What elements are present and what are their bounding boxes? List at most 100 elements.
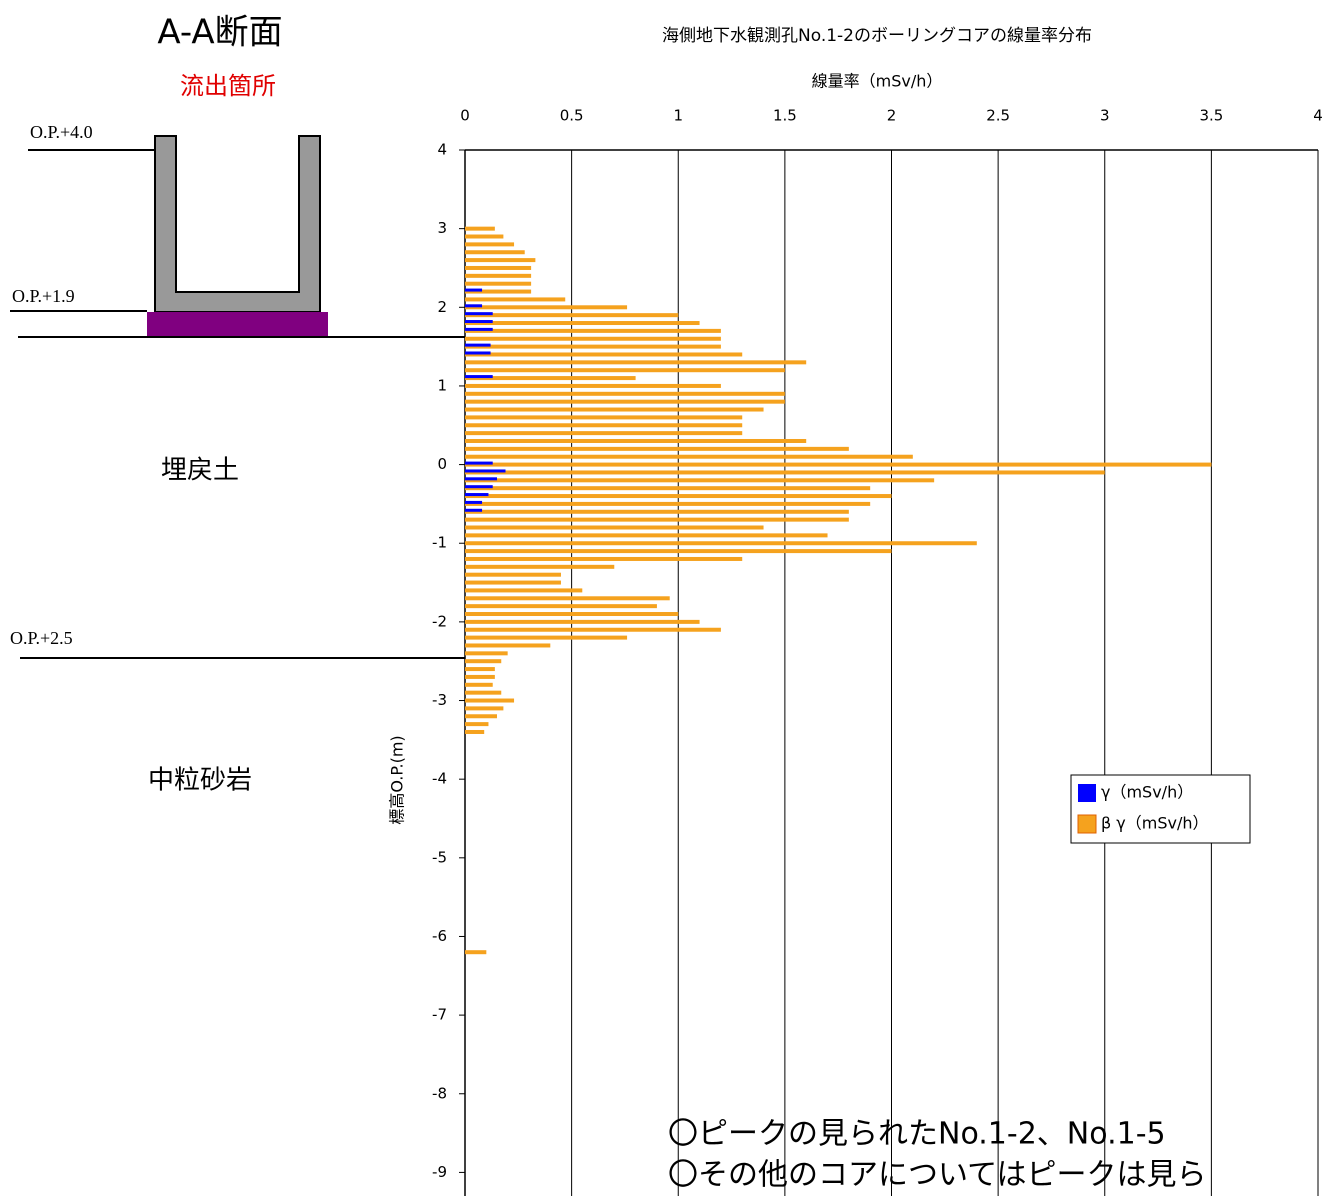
bar (465, 462, 493, 465)
bar (465, 477, 497, 480)
y-tick-label: 4 (437, 141, 447, 159)
bar (465, 659, 501, 663)
bar (465, 612, 678, 616)
level-label: O.P.+2.5 (10, 628, 73, 648)
bar (465, 392, 785, 396)
bar (465, 604, 657, 608)
bar (465, 557, 742, 561)
bar (465, 368, 785, 372)
y-axis-label: 標高O.P.(m) (388, 735, 407, 824)
legend: γ（mSv/h）β γ（mSv/h） (1071, 775, 1250, 843)
bar (465, 242, 514, 246)
bar (465, 304, 482, 307)
bar (465, 337, 721, 341)
y-tick-label: -4 (432, 770, 447, 788)
bar (465, 345, 721, 349)
bar (465, 470, 1105, 474)
bar (465, 431, 742, 435)
bar (465, 375, 493, 378)
bar (465, 502, 870, 506)
bar (465, 518, 849, 522)
bar (465, 667, 495, 671)
bar (465, 588, 582, 592)
bar (465, 541, 977, 545)
bar (465, 596, 670, 600)
y-tick-label: 3 (437, 219, 447, 237)
bar (465, 636, 627, 640)
layer-label: 中粒砂岩 (148, 766, 252, 796)
bar (465, 950, 486, 954)
bar (465, 258, 535, 262)
y-tick-label: -5 (432, 848, 447, 866)
bar (465, 651, 508, 655)
bar (465, 415, 742, 419)
legend-swatch (1078, 784, 1096, 802)
bar (465, 691, 501, 695)
y-tick-label: -3 (432, 691, 447, 709)
bar (465, 501, 482, 504)
x-axis-label: 線量率（mSv/h） (812, 72, 943, 91)
y-tick-label: -2 (432, 612, 447, 630)
bar (465, 478, 934, 482)
y-tick-label: 1 (437, 376, 447, 394)
bar (465, 565, 614, 569)
bar (465, 509, 482, 512)
bar (465, 312, 493, 315)
x-tick-label: 2.5 (986, 107, 1010, 125)
legend-swatch (1078, 815, 1096, 833)
bar (465, 486, 870, 490)
bar (465, 227, 495, 231)
x-tick-label: 0.5 (560, 107, 584, 125)
bar (465, 533, 828, 537)
bar (465, 628, 721, 632)
bar (465, 510, 849, 514)
bar (465, 447, 849, 451)
bar (465, 408, 764, 412)
y-tick-label: 0 (437, 455, 447, 473)
x-tick-label: 0 (460, 107, 470, 125)
bar (465, 320, 493, 323)
x-tick-label: 4 (1313, 107, 1322, 125)
bar (465, 469, 506, 472)
bar (465, 675, 495, 679)
diagram-title: A-A断面 (157, 13, 282, 53)
bar (465, 643, 550, 647)
bar (465, 250, 525, 254)
bar (465, 706, 503, 710)
bar (465, 360, 806, 364)
x-tick-label: 3 (1100, 107, 1110, 125)
bar (465, 493, 488, 496)
note: 〇その他のコアについてはピークは見ら (668, 1158, 1207, 1193)
culvert (155, 136, 320, 312)
y-tick-label: -9 (432, 1163, 447, 1181)
layer-label: 埋戻土 (161, 456, 239, 486)
bar (465, 463, 1211, 467)
bar (465, 423, 742, 427)
outflow-zone (147, 312, 328, 337)
bar (465, 321, 700, 325)
bar (465, 289, 482, 292)
outflow-label: 流出箇所 (180, 72, 276, 100)
legend-label: γ（mSv/h） (1101, 783, 1193, 802)
x-tick-label: 1.5 (773, 107, 797, 125)
bar (465, 581, 561, 585)
bar (465, 730, 484, 734)
bar (465, 328, 493, 331)
y-tick-label: -1 (432, 534, 447, 552)
bar (465, 400, 785, 404)
bar (465, 235, 503, 239)
bar (465, 485, 493, 488)
bar (465, 329, 721, 333)
y-tick-label: -6 (432, 927, 447, 945)
bar (465, 274, 531, 278)
bar (465, 305, 627, 309)
y-tick-label: -8 (432, 1084, 447, 1102)
x-tick-label: 3.5 (1199, 107, 1223, 125)
bar (465, 722, 488, 726)
note: 〇ピークの見られたNo.1-2、No.1-5 (668, 1117, 1166, 1152)
bar (465, 439, 806, 443)
bar (465, 352, 742, 356)
x-tick-label: 1 (673, 107, 683, 125)
bar (465, 344, 491, 347)
